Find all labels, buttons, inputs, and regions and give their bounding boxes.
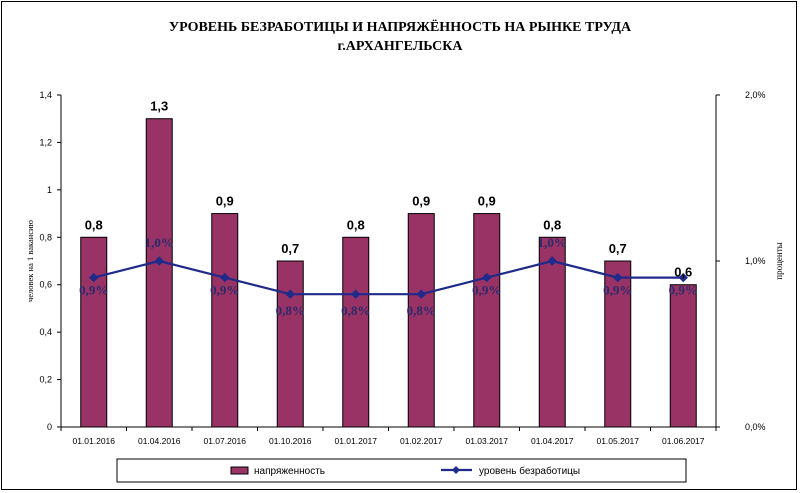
bar — [473, 213, 501, 428]
line-data-label: 0,9% — [603, 283, 632, 298]
bar — [407, 213, 435, 428]
y-tick-label: 0,2 — [39, 375, 52, 385]
bar-data-label: 0,9 — [478, 194, 496, 209]
line-point — [416, 289, 426, 299]
line-data-label: 0,9% — [669, 283, 698, 298]
x-tick-label: 01.02.2017 — [400, 436, 443, 446]
line-data-label: 0,9% — [210, 283, 239, 298]
y-axis-title: человек на 1 вакансию — [25, 219, 35, 302]
legend-bar-label: напряженность — [254, 466, 325, 477]
line-data-label: 0,9% — [79, 283, 108, 298]
bar — [604, 260, 632, 428]
legend-line-marker — [452, 466, 460, 474]
legend-box — [116, 458, 687, 483]
bar — [342, 236, 370, 428]
line-data-label: 0,8% — [276, 303, 305, 318]
y2-tick-label: 2,0% — [745, 90, 766, 100]
line-data-label: 0,8% — [407, 303, 436, 318]
x-tick-label: 01.10.2016 — [269, 436, 312, 446]
bar — [211, 213, 239, 428]
line-data-label: 0,9% — [472, 283, 501, 298]
bar — [276, 260, 304, 428]
y-tick-label: 0,4 — [39, 327, 52, 337]
x-tick-label: 01.01.2016 — [72, 436, 115, 446]
line-data-label: 1,0% — [145, 235, 174, 250]
x-tick-label: 01.04.2017 — [531, 436, 574, 446]
line-point — [89, 272, 99, 283]
y-tick-label: 0,8 — [39, 232, 52, 242]
x-tick-label: 01.03.2017 — [465, 436, 508, 446]
line-point — [613, 272, 623, 283]
bar-data-label: 0,6 — [674, 265, 692, 280]
bar — [145, 118, 173, 428]
x-tick-label: 01.05.2017 — [596, 436, 639, 446]
line-point — [351, 289, 361, 299]
y2-tick-label: 0,0% — [745, 422, 766, 432]
bar-data-label: 0,8 — [85, 217, 103, 232]
x-tick-label: 01.04.2016 — [138, 436, 181, 446]
line-point — [285, 289, 295, 299]
y2-tick-label: 1,0% — [745, 256, 766, 266]
line-series — [93, 259, 684, 296]
line-data-label: 0,8% — [341, 303, 370, 318]
x-tick-label: 01.06.2017 — [662, 436, 705, 446]
y-tick-label: 0,6 — [39, 280, 52, 290]
legend-line-label: уровень безработицы — [479, 465, 580, 477]
bar-data-label: 0,8 — [347, 217, 365, 232]
line-point — [678, 272, 688, 283]
y-tick-label: 1,2 — [39, 137, 52, 147]
bar-data-label: 0,9 — [216, 194, 234, 209]
bar-data-label: 0,8 — [543, 217, 561, 232]
bar-data-label: 0,9 — [412, 194, 430, 209]
line-point — [547, 256, 557, 266]
bar — [669, 284, 697, 428]
bar-data-label: 0,7 — [281, 241, 299, 256]
x-tick-label: 01.01.2017 — [334, 436, 377, 446]
line-point — [482, 272, 492, 283]
y-tick-label: 1 — [47, 185, 52, 195]
y-tick-label: 0 — [47, 422, 52, 432]
y2-axis-title: проценты — [774, 242, 784, 279]
bar — [538, 236, 566, 428]
bar-data-label: 1,3 — [150, 99, 168, 114]
bar — [80, 236, 108, 428]
legend-bar-swatch — [230, 466, 249, 475]
line-data-label: 1,0% — [538, 235, 567, 250]
line-point — [154, 256, 164, 266]
bar-data-label: 0,7 — [609, 241, 627, 256]
chart-title: УРОВЕНЬ БЕЗРАБОТИЦЫ И НАПРЯЖЁННОСТЬ НА Р… — [168, 20, 632, 54]
y-tick-label: 1,4 — [39, 90, 52, 100]
line-point — [220, 272, 230, 283]
x-tick-label: 01.07.2016 — [203, 436, 246, 446]
